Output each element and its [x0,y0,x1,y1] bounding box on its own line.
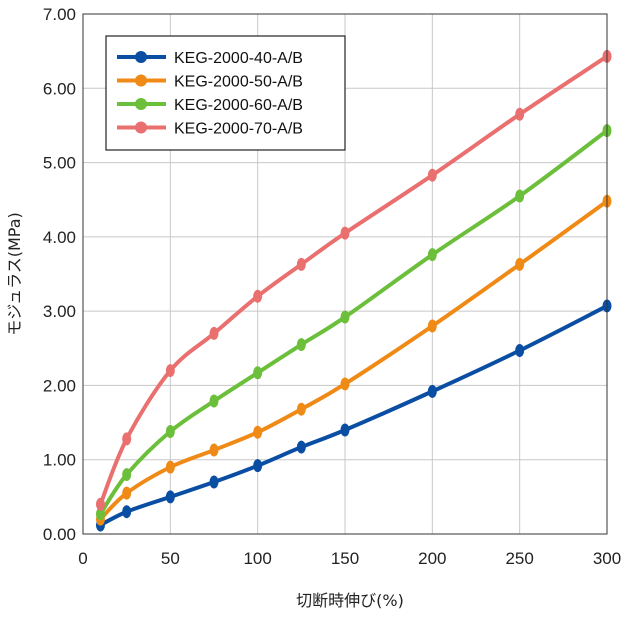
plot-frame [82,13,608,535]
legend-swatch-marker [135,98,147,110]
y-tick-label: 3.00 [43,302,76,321]
y-tick-label: 4.00 [43,228,76,247]
x-tick-label: 100 [243,549,271,568]
x-tick-label: 150 [331,549,359,568]
data-point [296,402,306,416]
y-tick-label: 5.00 [43,154,76,173]
data-point [296,440,306,454]
data-point [209,475,219,489]
data-point [253,366,263,380]
data-point [95,507,105,521]
data-point [515,189,525,203]
data-point [340,423,350,437]
data-point [253,459,263,473]
x-tick-label: 300 [593,549,621,568]
data-point [296,257,306,271]
data-point [209,443,219,457]
legend-swatch-marker [135,51,147,63]
x-tick-label: 250 [505,549,533,568]
data-point [122,432,132,446]
y-tick-label: 6.00 [43,79,76,98]
data-point [122,486,132,500]
data-point [340,310,350,324]
data-point [515,257,525,271]
legend-label: KEG-2000-70-A/B [174,121,303,138]
y-axis-tick-labels: 0.00 1.00 2.00 3.00 4.00 5.00 6.00 7.00 [43,5,76,544]
y-tick-label: 7.00 [43,5,76,24]
data-point [515,344,525,358]
data-point [165,460,175,474]
data-point [165,364,175,378]
data-point [253,289,263,303]
data-point [427,168,437,182]
data-point [122,468,132,482]
data-point [340,377,350,391]
data-point [253,425,263,439]
x-axis-title: 切断時伸び(%) [296,591,404,610]
legend-swatch-marker [135,121,147,134]
y-tick-label: 2.00 [43,376,76,395]
data-point [427,248,437,262]
data-point [340,226,350,240]
series-points [95,49,612,532]
x-tick-label: 0 [78,549,87,568]
series-line-4 [98,54,609,507]
y-tick-label: 0.00 [43,525,76,544]
y-axis-title: モジュラス(MPa) [5,212,24,336]
data-point [427,319,437,333]
data-point [209,326,219,340]
legend-label: KEG-2000-40-A/B [174,50,303,67]
data-point [95,497,105,511]
x-tick-label: 200 [418,549,446,568]
data-point [122,505,132,519]
data-point [165,490,175,504]
data-point [296,338,306,352]
data-point [209,394,219,408]
data-point [427,384,437,398]
y-tick-label: 1.00 [43,451,76,470]
x-tick-label: 50 [161,549,180,568]
legend-label: KEG-2000-60-A/B [174,97,303,114]
x-axis-tick-labels: 0 50 100 150 200 250 300 [78,549,621,568]
legend: KEG-2000-40-A/B KEG-2000-50-A/B KEG-2000-6… [105,35,346,151]
series-line-1 [98,303,609,528]
legend-label: KEG-2000-50-A/B [174,74,303,91]
legend-swatch-marker [135,74,147,87]
data-point [165,424,175,438]
data-point [515,107,525,121]
